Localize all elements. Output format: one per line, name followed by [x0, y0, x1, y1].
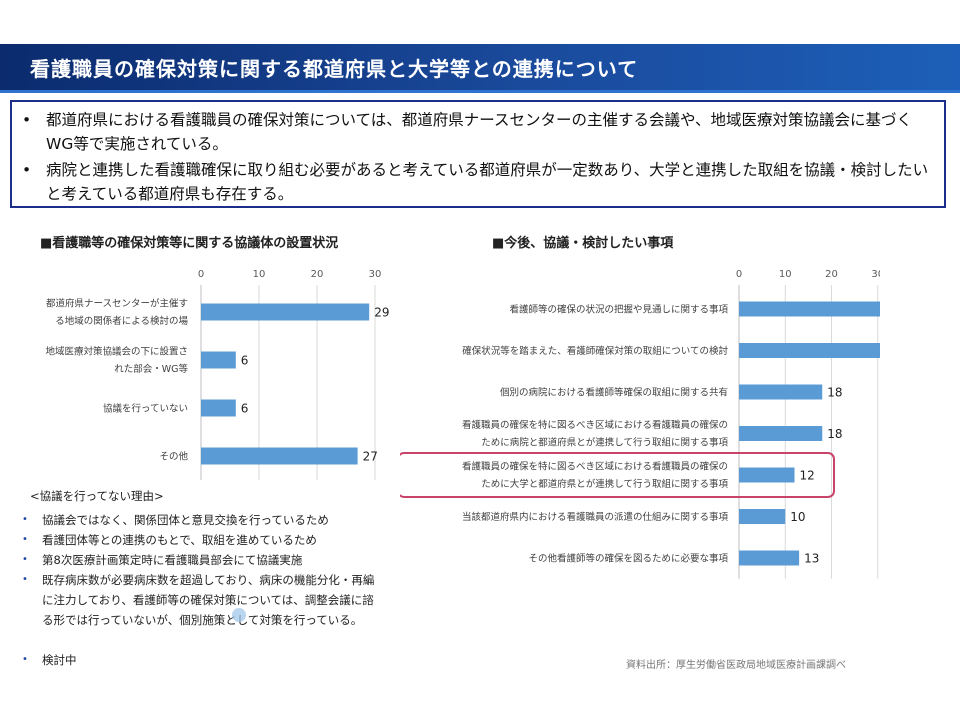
summary-text-1: 都道府県における看護職員の確保対策については、都道府県ナースセンターの主催する会…: [46, 111, 912, 153]
left-chart-tick-label: 20: [311, 269, 324, 280]
left-chart-value-label: 6: [241, 354, 249, 368]
left-chart-tick-label: 30: [369, 269, 382, 280]
reason-text-4: 既存病床数が必要病床数を超過しており、病床の機能分化・再編に注力しており、看護師…: [42, 573, 375, 627]
right-chart-bar: [739, 467, 795, 483]
right-chart-category-label: 看護職員の確保を特に図るべき区域における看護職員の確保の: [462, 461, 728, 473]
left-chart-tick-label: 0: [198, 269, 204, 280]
left-chart-value-label: 6: [241, 402, 249, 416]
bullet-dot: •: [22, 514, 28, 525]
title-bar: 看護職員の確保対策に関する都道府県と大学等との連携について: [0, 44, 960, 93]
right-chart-value-label: 18: [827, 427, 842, 441]
right-chart-bar: [739, 301, 880, 317]
source-note: 資料出所：厚生労働省医政局地域医療計画課調べ: [626, 660, 846, 671]
left-chart-value-label: 29: [374, 306, 389, 320]
right-chart-tick-label: 20: [825, 269, 838, 280]
right-chart-tick-label: 10: [779, 269, 792, 280]
right-chart-bar: [739, 550, 800, 566]
reason-text-3: 第8次医療計画策定時に看護職員部会にて協議実施: [42, 553, 303, 567]
left-chart-bar: [201, 351, 236, 369]
summary-text-2: 病院と連携した看護職確保に取り組む必要があると考えている都道府県が一定数あり、大…: [46, 161, 929, 203]
right-chart-bar: [739, 384, 823, 400]
right-chart-bar: [739, 426, 823, 441]
left-chart-category-label: 地域医療対策協議会の下に設置さ: [45, 346, 188, 358]
title-underline: [0, 90, 960, 93]
right-chart-bar: [739, 509, 786, 524]
right-chart-value-label: 12: [800, 469, 815, 483]
left-chart-category-label: その他: [159, 450, 188, 462]
right-chart-value-label: 13: [804, 552, 819, 566]
right-chart-category-label: その他看護師等の確保を図るために必要な事項: [528, 552, 728, 564]
bullet-dot: •: [22, 574, 28, 585]
bullet-dot: •: [22, 534, 28, 545]
right-chart-value-label: 18: [827, 386, 842, 400]
left-chart-value-label: 27: [363, 450, 378, 464]
page-title: 看護職員の確保対策に関する都道府県と大学等との連携について: [30, 57, 639, 81]
right-chart-bar: [739, 343, 880, 358]
right-chart-category-label: 確保状況等を踏まえた、看護師確保対策の取組についての検討: [462, 345, 728, 357]
right-chart-category-label: 個別の病院における看護師等確保の取組に関する共有: [500, 386, 728, 398]
bullet-dot: •: [22, 654, 28, 665]
left-chart-category-label: る地域の関係者による検討の場: [55, 315, 188, 327]
bullet-dot: •: [22, 111, 32, 129]
left-chart-bar: [201, 447, 358, 465]
cursor-highlight: [232, 608, 246, 622]
reason-text-2: 看護団体等との連携のもとで、取組を進めているため: [42, 533, 317, 547]
bullet-dot: •: [22, 554, 28, 565]
right-chart-category-label: 看護職員の確保を特に図るべき区域における看護職員の確保の: [462, 419, 728, 431]
right-chart-tick-label: 30: [871, 269, 880, 280]
right-chart-category-label: ために大学と都道府県とが連携して行う取組に関する事項: [481, 478, 728, 490]
reason-text-5: 検討中: [42, 653, 77, 667]
left-chart-category-label: 協議を行っていない: [103, 402, 188, 414]
left-chart-title: ■看護職等の確保対策等に関する協議体の設置状況: [40, 236, 339, 251]
summary-box: • 都道府県における看護職員の確保対策については、都道府県ナースセンターの主催す…: [10, 100, 946, 208]
left-chart-bar: [201, 303, 370, 321]
left-chart-category-label: れた部会・WG等: [114, 363, 188, 375]
reasons-title: <協議を行ってない理由>: [30, 489, 164, 503]
reason-text-1: 協議会ではなく、関係団体と意見交換を行っているため: [42, 513, 329, 527]
right-chart: 01020304041看護師等の確保の状況の把握や見通しに関する事項40確保状況…: [400, 269, 880, 579]
right-chart-title: ■今後、協議・検討したい事項: [492, 236, 674, 251]
right-chart-category-label: 看護師等の確保の状況の把握や見通しに関する事項: [509, 303, 728, 315]
bullet-dot: •: [22, 161, 32, 179]
left-chart-category-label: 都道府県ナースセンターが主催す: [46, 298, 188, 310]
right-chart-highlight-frame: [400, 452, 835, 498]
right-chart-value-label: 10: [790, 510, 805, 524]
left-chart-bar: [201, 399, 236, 417]
right-chart-category-label: 当該都道府県内における看護職員の派遣の仕組みに関する事項: [462, 511, 729, 523]
right-chart-category-label: ために病院と都道府県とが連携して行う取組に関する事項: [481, 437, 728, 449]
left-chart-tick-label: 10: [253, 269, 266, 280]
right-chart-tick-label: 0: [736, 269, 742, 280]
